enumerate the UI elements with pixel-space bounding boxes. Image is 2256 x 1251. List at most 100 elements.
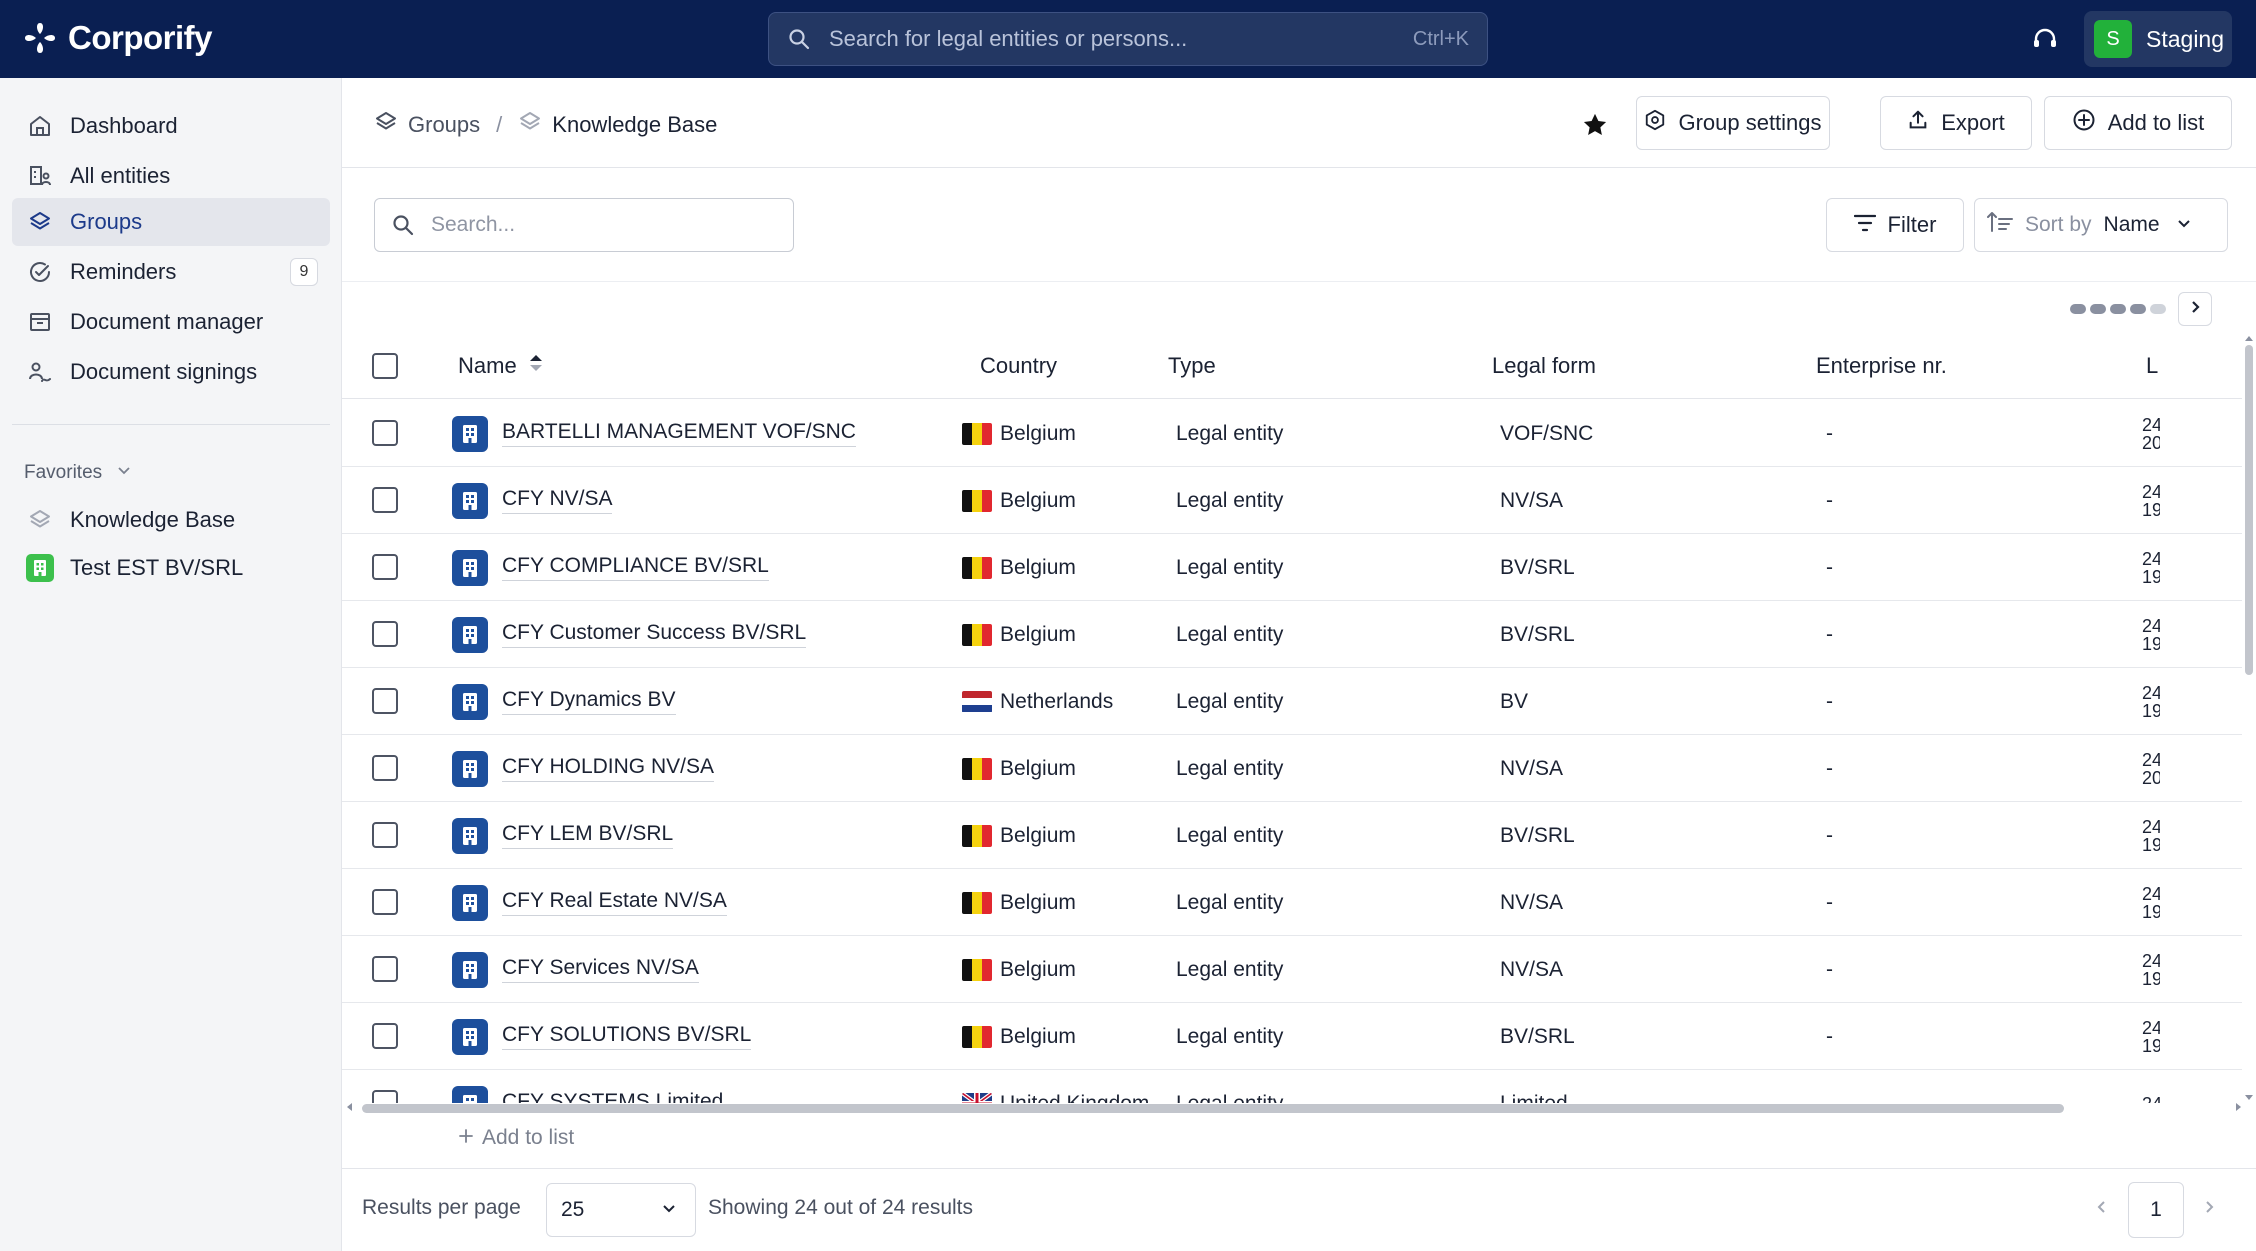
results-per-page-select[interactable]: 25 bbox=[546, 1183, 696, 1237]
column-header-enterprise-nr[interactable]: Enterprise nr. bbox=[1816, 333, 1947, 399]
entity-name-link[interactable]: CFY NV/SA bbox=[502, 487, 613, 514]
scroll-columns-right-button[interactable] bbox=[2178, 292, 2212, 326]
export-label: Export bbox=[1941, 110, 2005, 135]
environment-switcher[interactable]: S Staging bbox=[2084, 11, 2232, 67]
add-to-list-button[interactable]: Add to list bbox=[2044, 96, 2232, 150]
truncated-date-cell: 24 20 bbox=[2142, 400, 2160, 467]
table-header: Name Country Type Legal form Enterprise … bbox=[342, 333, 2242, 399]
type-cell: Legal entity bbox=[1176, 467, 1283, 534]
table-row[interactable]: CFY Services NV/SA Belgium Legal entity NV/… bbox=[342, 936, 2242, 1003]
row-checkbox[interactable] bbox=[372, 1090, 398, 1103]
country-cell: Belgium bbox=[962, 400, 1076, 467]
type-cell: Legal entity bbox=[1176, 802, 1283, 869]
column-header-type[interactable]: Type bbox=[1168, 333, 1216, 399]
type-cell: Legal entity bbox=[1176, 936, 1283, 1003]
row-checkbox[interactable] bbox=[372, 822, 398, 848]
sidebar-item-groups[interactable]: Groups bbox=[12, 198, 330, 246]
favorite-item-test-est[interactable]: Test EST BV/SRL bbox=[12, 544, 330, 592]
horizontal-scroll-thumb[interactable] bbox=[362, 1104, 2064, 1113]
breadcrumb-current: Knowledge Base bbox=[552, 112, 718, 137]
row-checkbox[interactable] bbox=[372, 487, 398, 513]
entity-name-link[interactable]: CFY Customer Success BV/SRL bbox=[502, 621, 807, 648]
home-icon bbox=[26, 112, 54, 140]
country-cell: Belgium bbox=[962, 802, 1076, 869]
entity-name-link[interactable]: CFY COMPLIANCE BV/SRL bbox=[502, 554, 769, 581]
enterprise-nr-cell: - bbox=[1826, 735, 1833, 802]
add-to-list-label: Add to list bbox=[2107, 110, 2205, 135]
row-checkbox[interactable] bbox=[372, 420, 398, 446]
group-settings-button[interactable]: Group settings bbox=[1636, 96, 1830, 150]
sidebar-item-reminders[interactable]: Reminders 9 bbox=[12, 248, 330, 296]
column-header-country[interactable]: Country bbox=[980, 333, 1057, 399]
legal-form-cell: VOF/SNC bbox=[1500, 400, 1593, 467]
table-row[interactable]: CFY COMPLIANCE BV/SRL Belgium Legal entity… bbox=[342, 534, 2242, 601]
entity-name-link[interactable]: CFY HOLDING NV/SA bbox=[502, 755, 714, 782]
table-row[interactable]: CFY Customer Success BV/SRL Belgium Legal … bbox=[342, 601, 2242, 668]
export-button[interactable]: Export bbox=[1880, 96, 2032, 150]
table-row[interactable]: CFY Dynamics BV Netherlands Legal entity BV… bbox=[342, 668, 2242, 735]
layers-icon bbox=[518, 110, 542, 140]
favorites-toggle[interactable]: Favorites bbox=[24, 462, 132, 484]
entity-name-link[interactable]: CFY Dynamics BV bbox=[502, 688, 676, 715]
column-header-legal-form[interactable]: Legal form bbox=[1492, 333, 1596, 399]
table-row[interactable]: CFY Real Estate NV/SA Belgium Legal entity… bbox=[342, 869, 2242, 936]
chevron-right-icon bbox=[2187, 299, 2203, 320]
sidebar-item-label: All entities bbox=[70, 163, 171, 188]
row-checkbox[interactable] bbox=[372, 621, 398, 647]
entity-name-link[interactable]: BARTELLI MANAGEMENT VOF/SNC bbox=[502, 420, 856, 447]
add-to-list-link[interactable]: Add to list bbox=[458, 1126, 574, 1150]
table-row[interactable]: CFY SOLUTIONS BV/SRL Belgium Legal entity B… bbox=[342, 1003, 2242, 1070]
table-row[interactable]: BARTELLI MANAGEMENT VOF/SNC Belgium Legal … bbox=[342, 400, 2242, 467]
sidebar-item-document-signings[interactable]: Document signings bbox=[12, 348, 330, 396]
select-all-checkbox[interactable] bbox=[372, 353, 398, 379]
layers-icon bbox=[26, 506, 54, 534]
type-value: Legal entity bbox=[1176, 488, 1284, 512]
table-row[interactable]: CFY SYSTEMS Limited United Kingdom Legal e… bbox=[342, 1070, 2242, 1103]
entity-name-link[interactable]: CFY LEM BV/SRL bbox=[502, 822, 674, 849]
name-cell: CFY LEM BV/SRL bbox=[452, 802, 674, 869]
previous-page-button[interactable] bbox=[2087, 1194, 2117, 1224]
date-fragment: 24 bbox=[2142, 616, 2160, 636]
row-checkbox[interactable] bbox=[372, 956, 398, 982]
table-row[interactable]: CFY NV/SA Belgium Legal entity NV/SA - 24 19 bbox=[342, 467, 2242, 534]
favorite-item-knowledge-base[interactable]: Knowledge Base bbox=[12, 496, 330, 544]
entity-name-link[interactable]: CFY SOLUTIONS BV/SRL bbox=[502, 1023, 752, 1050]
table-horizontal-scrollbar[interactable] bbox=[347, 1101, 2241, 1113]
global-search-input[interactable] bbox=[829, 26, 1413, 52]
sidebar-item-dashboard[interactable]: Dashboard bbox=[12, 102, 330, 150]
headset-icon[interactable] bbox=[2028, 22, 2062, 56]
name-cell: CFY COMPLIANCE BV/SRL bbox=[452, 534, 769, 601]
table-search[interactable] bbox=[374, 198, 794, 252]
legal-form-cell: NV/SA bbox=[1500, 936, 1563, 1003]
sidebar-item-document-manager[interactable]: Document manager bbox=[12, 298, 330, 346]
legal-form-cell: BV bbox=[1500, 668, 1528, 735]
vertical-scroll-thumb[interactable] bbox=[2245, 345, 2253, 675]
row-checkbox[interactable] bbox=[372, 889, 398, 915]
row-checkbox[interactable] bbox=[372, 688, 398, 714]
breadcrumb-groups-link[interactable]: Groups bbox=[408, 112, 481, 137]
global-search[interactable]: Ctrl+K bbox=[768, 12, 1488, 66]
filter-button[interactable]: Filter bbox=[1826, 198, 1964, 252]
table-vertical-scrollbar[interactable] bbox=[2242, 333, 2256, 1103]
legal-form-value: BV/SRL bbox=[1500, 823, 1575, 847]
table-row[interactable]: CFY LEM BV/SRL Belgium Legal entity BV/SRL -… bbox=[342, 802, 2242, 869]
entity-name-link[interactable]: CFY Services NV/SA bbox=[502, 956, 699, 983]
column-header-truncated[interactable]: L bbox=[2146, 333, 2158, 399]
plus-icon bbox=[458, 1126, 474, 1150]
sort-dropdown[interactable]: Sort by Name bbox=[1974, 198, 2228, 252]
entity-name-link[interactable]: CFY Real Estate NV/SA bbox=[502, 889, 727, 916]
entity-name-link[interactable]: CFY SYSTEMS Limited bbox=[502, 1090, 723, 1103]
table-row[interactable]: CFY HOLDING NV/SA Belgium Legal entity NV/S… bbox=[342, 735, 2242, 802]
sidebar-item-all-entities[interactable]: All entities bbox=[12, 152, 330, 200]
enterprise-nr-cell: - bbox=[1826, 936, 1833, 1003]
column-header-name[interactable]: Name bbox=[458, 333, 543, 399]
corporify-logo[interactable]: Corporify bbox=[22, 16, 213, 60]
row-checkbox[interactable] bbox=[372, 554, 398, 580]
enterprise-nr-value: - bbox=[1826, 890, 1833, 914]
favorite-star-icon[interactable] bbox=[1578, 108, 1612, 142]
row-checkbox[interactable] bbox=[372, 755, 398, 781]
next-page-button[interactable] bbox=[2194, 1194, 2224, 1224]
page-button-current[interactable]: 1 bbox=[2128, 1182, 2184, 1238]
row-checkbox[interactable] bbox=[372, 1023, 398, 1049]
table-search-input[interactable] bbox=[431, 213, 793, 237]
